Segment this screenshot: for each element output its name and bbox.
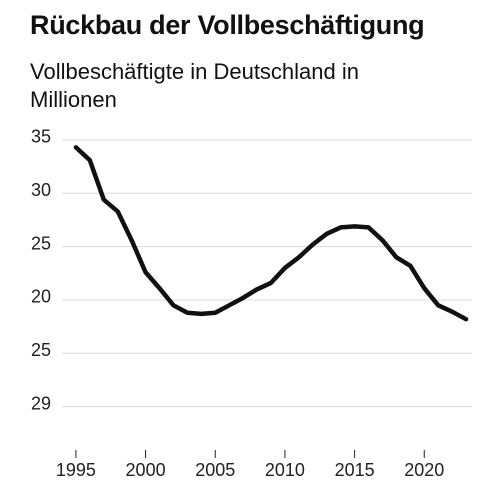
- y-tick-label: 25: [31, 233, 51, 253]
- y-tick-label: 30: [31, 180, 51, 200]
- y-tick-label: 29: [31, 393, 51, 413]
- y-tick-label: 35: [31, 127, 51, 147]
- chart-subtitle: Vollbeschäftigte in Deutschland in Milli…: [30, 59, 359, 112]
- chart-title: Rückbau der Vollbeschäftigung: [30, 10, 425, 40]
- x-tick-label: 2005: [195, 460, 235, 480]
- line: [73, 145, 469, 322]
- x-tick-label: 2020: [404, 460, 444, 480]
- x-tick-label: 1995: [56, 460, 96, 480]
- y-tick-label: 20: [31, 287, 51, 307]
- y-tick-label: 25: [31, 340, 51, 360]
- x-tick-label: 2015: [335, 460, 375, 480]
- x-tick-label: 2000: [126, 460, 166, 480]
- x-tick-label: 2010: [265, 460, 305, 480]
